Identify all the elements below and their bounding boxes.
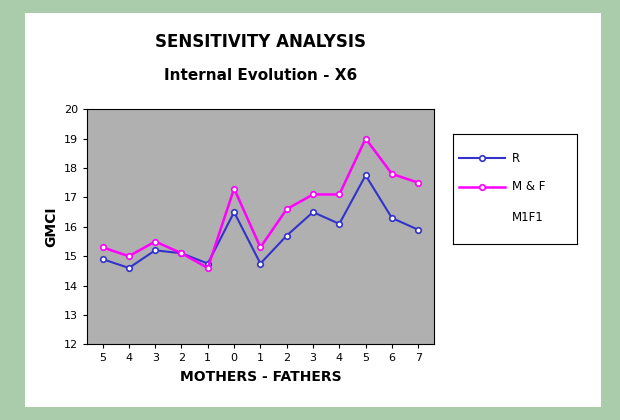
M & F <box>99 245 106 250</box>
R <box>99 257 106 262</box>
R <box>231 210 238 215</box>
Text: M1F1: M1F1 <box>512 211 544 224</box>
Text: SENSITIVITY ANALYSIS: SENSITIVITY ANALYSIS <box>155 33 366 51</box>
R <box>151 248 159 253</box>
R <box>309 210 317 215</box>
Y-axis label: GMCI: GMCI <box>44 207 58 247</box>
R <box>388 215 396 220</box>
X-axis label: MOTHERS - FATHERS: MOTHERS - FATHERS <box>180 370 341 384</box>
R <box>335 221 343 226</box>
M & F <box>388 171 396 176</box>
Text: Internal Evolution - X6: Internal Evolution - X6 <box>164 68 357 83</box>
M & F <box>335 192 343 197</box>
Text: R: R <box>512 152 520 165</box>
Line: R: R <box>100 173 421 271</box>
M & F <box>257 245 264 250</box>
M & F <box>125 254 133 259</box>
R <box>125 265 133 270</box>
Text: M & F: M & F <box>512 180 546 193</box>
M & F <box>204 265 211 270</box>
M & F <box>178 251 185 256</box>
R <box>283 233 290 238</box>
M & F <box>415 180 422 185</box>
Line: M & F: M & F <box>100 136 421 271</box>
M & F <box>231 186 238 191</box>
M & F <box>283 207 290 212</box>
M & F <box>362 136 370 141</box>
R <box>415 227 422 232</box>
R <box>257 261 264 266</box>
M & F <box>309 192 317 197</box>
R <box>178 251 185 256</box>
M & F <box>151 239 159 244</box>
R <box>204 261 211 266</box>
R <box>362 173 370 178</box>
